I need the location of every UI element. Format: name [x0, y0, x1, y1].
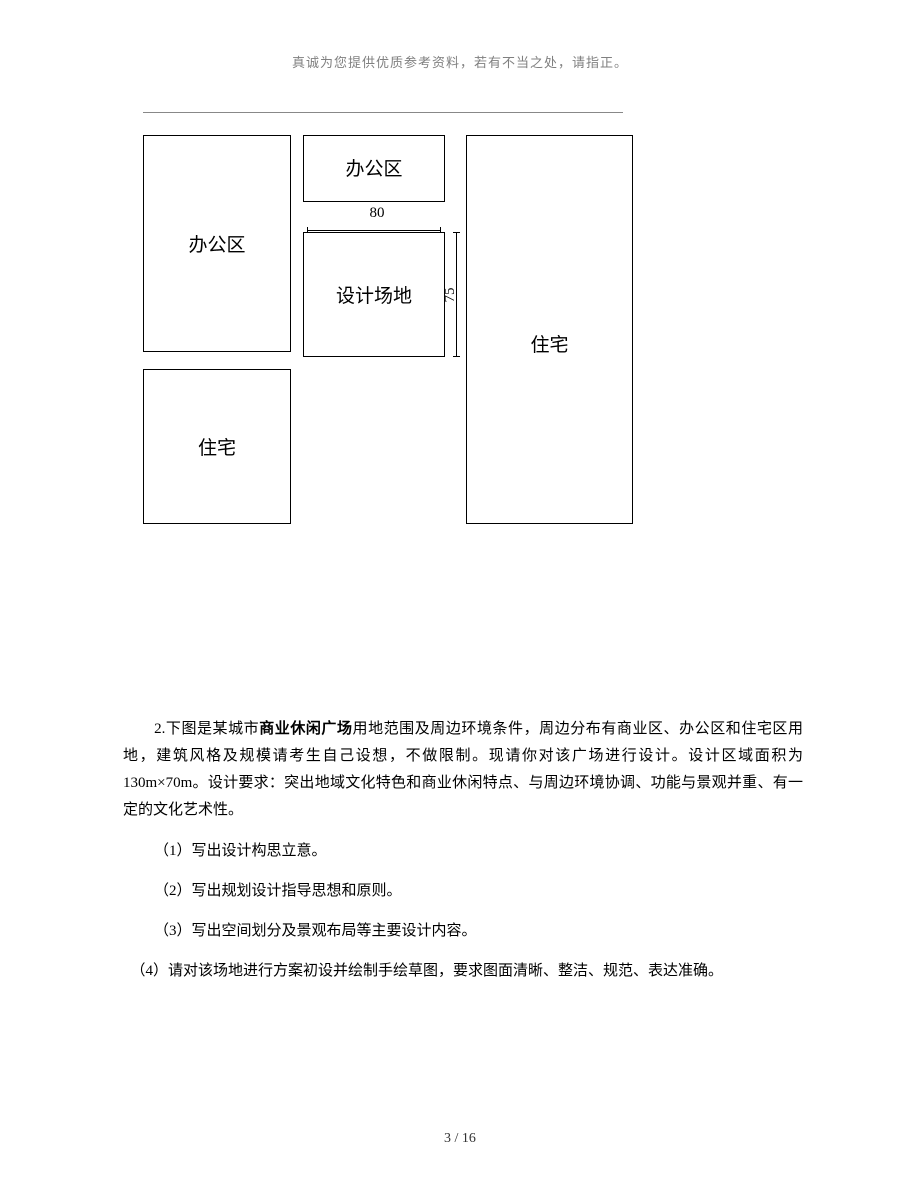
- question-2-item-1: （1）写出设计构思立意。: [154, 838, 804, 865]
- page-number: 3 / 16: [0, 1131, 920, 1147]
- question-2-intro: 2.下图是某城市商业休闲广场用地范围及周边环境条件，周边分布有商业区、办公区和住…: [123, 716, 803, 824]
- dimension-height: 75: [446, 232, 460, 357]
- question-2-item-4: （4）请对该场地进行方案初设并绘制手绘草图，要求图面清晰、整洁、规范、表达准确。: [123, 958, 803, 985]
- question-2-item-2: （2）写出规划设计指导思想和原则。: [154, 878, 804, 905]
- dimension-height-line: [453, 232, 460, 357]
- horizontal-rule: [143, 112, 623, 113]
- block-residence-bottom-left: 住宅: [143, 369, 291, 524]
- page-header-note: 真诚为您提供优质参考资料，若有不当之处，请指正。: [0, 52, 920, 71]
- block-office-top: 办公区: [303, 135, 445, 202]
- block-design-site: 设计场地: [303, 232, 445, 357]
- block-office-left: 办公区: [143, 135, 291, 352]
- question-2-item-3: （3）写出空间划分及景观布局等主要设计内容。: [154, 918, 804, 945]
- site-diagram: 办公区 办公区 80 设计场地 75 住宅 住宅: [143, 135, 633, 545]
- block-residence-right: 住宅: [466, 135, 633, 524]
- q2-intro-pre: 2.下图是某城市: [123, 721, 259, 737]
- dimension-width-label: 80: [332, 205, 422, 222]
- q2-intro-bold: 商业休闲广场: [259, 721, 352, 737]
